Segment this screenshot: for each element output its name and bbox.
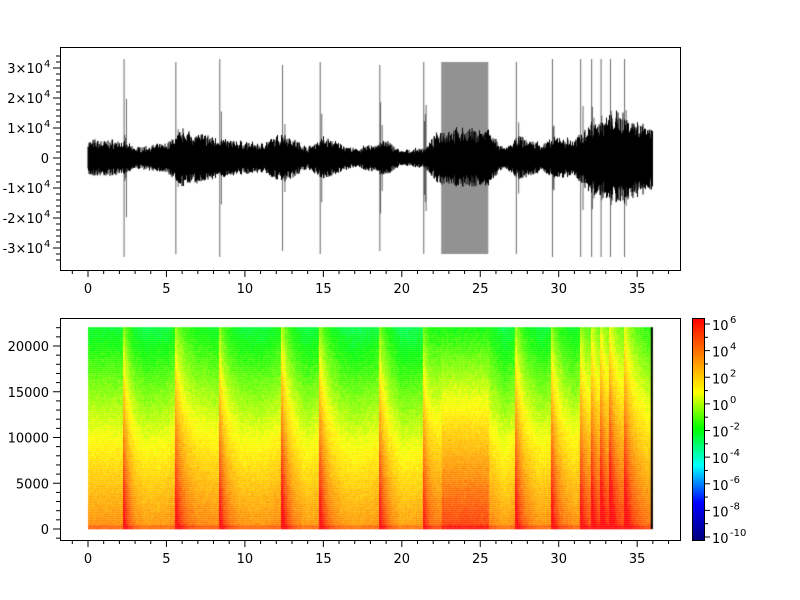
spectrogram-y-tick-label: 0 — [41, 523, 49, 538]
colorbar-tick-exponent: -6 — [730, 475, 740, 486]
waveform-y-tick-label: -1×10 — [3, 182, 43, 197]
waveform-y-tick-label: 0 — [41, 152, 49, 167]
waveform-y-tick-label: 2×10 — [7, 92, 43, 107]
waveform-y-tick-exponent: 4 — [44, 239, 50, 250]
spectrogram-x-tick-label: 25 — [472, 552, 489, 567]
spectrogram-x-tick-label: 5 — [162, 552, 170, 567]
spectrogram-y-tick-label: 5000 — [16, 477, 49, 492]
waveform-x-tick-label: 25 — [472, 282, 489, 297]
colorbar-tick-exponent: -2 — [730, 422, 740, 433]
waveform-x-tick-label: 15 — [315, 282, 332, 297]
spectrogram-heatmap — [60, 318, 680, 540]
waveform-y-tick-exponent: 4 — [44, 59, 50, 70]
waveform-y-tick-exponent: 4 — [44, 209, 50, 220]
colorbar-tick-exponent: -8 — [730, 501, 740, 512]
colorbar-tick-label: 10 — [712, 505, 729, 520]
colorbar-tick-label: 10 — [712, 479, 729, 494]
colorbar — [692, 318, 704, 540]
colorbar-tick-exponent: 0 — [730, 395, 736, 406]
spectrogram-x-tick-label: 10 — [237, 552, 254, 567]
waveform-x-tick-label: 35 — [629, 282, 646, 297]
colorbar-tick-label: 10 — [712, 452, 729, 467]
waveform-frame — [60, 47, 681, 271]
waveform-y-tick-label: 3×10 — [7, 62, 43, 77]
colorbar-tick-label: 10 — [712, 319, 729, 334]
waveform-x-tick-label: 30 — [550, 282, 567, 297]
colorbar-tick-label: 10 — [712, 346, 729, 361]
spectrogram-y-tick-label: 15000 — [8, 386, 49, 401]
waveform-y-tick-exponent: 4 — [44, 89, 50, 100]
spectrogram-x-tick-label: 20 — [394, 552, 411, 567]
colorbar-tick-label: 10 — [712, 532, 729, 547]
spectrogram-frame — [60, 318, 681, 541]
waveform-x-tick-label: 0 — [84, 282, 92, 297]
waveform-y-tick-label: -3×10 — [3, 242, 43, 257]
colorbar-tick-label: 10 — [712, 372, 729, 387]
colorbar-tick-exponent: 4 — [730, 342, 736, 353]
waveform-x-tick-label: 10 — [237, 282, 254, 297]
waveform-x-tick-label: 5 — [162, 282, 170, 297]
colorbar-tick-exponent: 2 — [730, 368, 736, 379]
waveform-y-tick-label: -2×10 — [3, 212, 43, 227]
spectrogram-x-tick-label: 0 — [84, 552, 92, 567]
spectrogram-x-tick-label: 15 — [315, 552, 332, 567]
spectrogram-y-tick-label: 20000 — [8, 340, 49, 355]
colorbar-tick-exponent: 6 — [730, 315, 736, 326]
colorbar-tick-exponent: -10 — [730, 528, 746, 539]
waveform-y-tick-label: 1×10 — [7, 122, 43, 137]
waveform-plot — [60, 47, 680, 270]
colorbar-tick-label: 10 — [712, 399, 729, 414]
waveform-y-tick-exponent: 4 — [44, 179, 50, 190]
spectrogram-x-tick-label: 30 — [550, 552, 567, 567]
colorbar-frame — [692, 318, 705, 541]
waveform-x-tick-label: 20 — [394, 282, 411, 297]
colorbar-tick-exponent: -4 — [730, 448, 740, 459]
spectrogram-y-tick-label: 10000 — [8, 432, 49, 447]
waveform-y-tick-exponent: 4 — [44, 119, 50, 130]
colorbar-tick-label: 10 — [712, 426, 729, 441]
spectrogram-x-tick-label: 35 — [629, 552, 646, 567]
